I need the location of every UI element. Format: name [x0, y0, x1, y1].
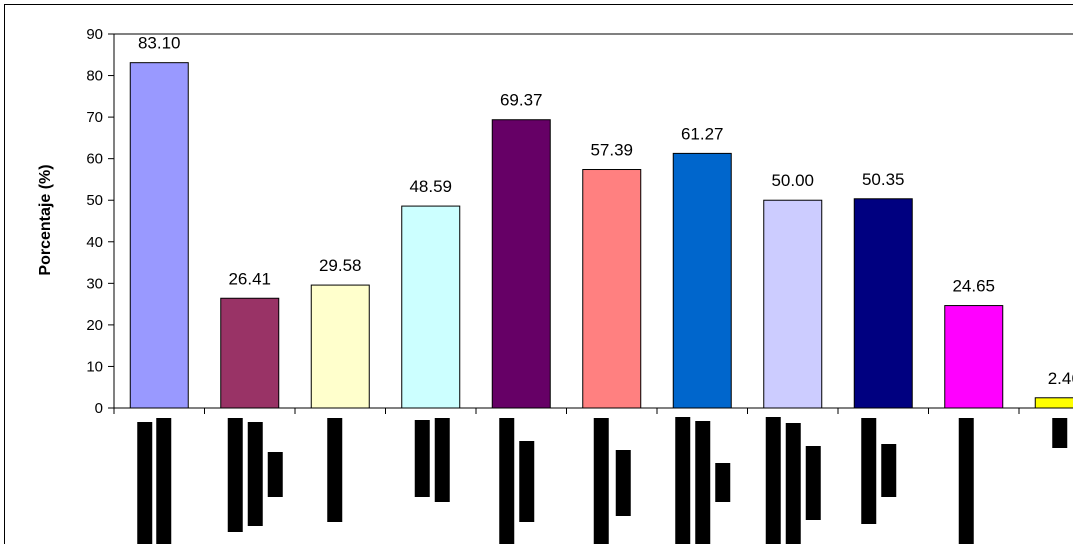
bar [672, 152, 732, 409]
bar-value-label: 69.37 [500, 91, 543, 110]
y-tick-label: 40 [86, 234, 103, 251]
bar-value-label: 50.00 [771, 171, 814, 190]
bar [491, 119, 551, 409]
category-glyph [434, 418, 450, 502]
bar [129, 62, 189, 409]
category-glyph [765, 417, 781, 544]
bar-value-label: 50.35 [862, 170, 905, 189]
bar [853, 198, 913, 409]
category-glyph [137, 422, 153, 544]
category-glyph [881, 444, 897, 497]
category-glyph [715, 463, 731, 502]
bar [401, 205, 461, 409]
bar-value-label: 57.39 [590, 141, 633, 160]
category-glyph [861, 418, 877, 524]
category-glyph [675, 417, 691, 544]
category-glyph [414, 420, 430, 497]
category-glyph [593, 418, 609, 544]
category-glyph [327, 418, 343, 522]
category-glyph [615, 450, 631, 516]
bar-value-label: 24.65 [952, 277, 995, 296]
y-tick-label: 80 [86, 68, 103, 85]
y-tick-label: 60 [86, 151, 103, 168]
bar-value-label: 29.58 [319, 256, 362, 275]
bar-value-label: 61.27 [681, 124, 724, 143]
category-glyph [1052, 418, 1068, 448]
category-glyph [267, 452, 283, 497]
category-glyph [695, 421, 711, 544]
y-tick-label: 0 [95, 400, 103, 417]
y-tick-label: 50 [86, 192, 103, 209]
category-glyphs [137, 417, 1068, 544]
category-glyph [785, 423, 801, 544]
y-axis-title: Porcentaje (%) [37, 164, 54, 275]
y-tick-label: 30 [86, 275, 103, 292]
category-glyph [227, 418, 243, 532]
bar [220, 297, 280, 409]
category-glyph [958, 418, 974, 544]
bar-value-label: 2.46 [1048, 369, 1073, 388]
category-glyph [519, 441, 535, 522]
bar-value-label: 26.41 [228, 269, 271, 288]
y-tick-label: 20 [86, 317, 103, 334]
bar [763, 199, 823, 409]
bar [582, 169, 642, 409]
y-tick-label: 10 [86, 358, 103, 375]
y-tick-label: 90 [86, 26, 103, 43]
bar-value-label: 83.10 [138, 34, 181, 53]
y-tick-label: 70 [86, 109, 103, 126]
bar [944, 305, 1004, 409]
bar [1034, 397, 1073, 409]
category-glyph [499, 418, 515, 544]
category-glyph [247, 422, 263, 526]
category-glyph [805, 446, 821, 520]
category-glyph [156, 418, 172, 544]
bar [310, 284, 370, 409]
data-labels: 83.10 26.41 29.58 48.59 69.37 57.39 61.27 50.00… [138, 34, 1073, 388]
bar-value-label: 48.59 [409, 177, 452, 196]
bars [129, 62, 1073, 409]
